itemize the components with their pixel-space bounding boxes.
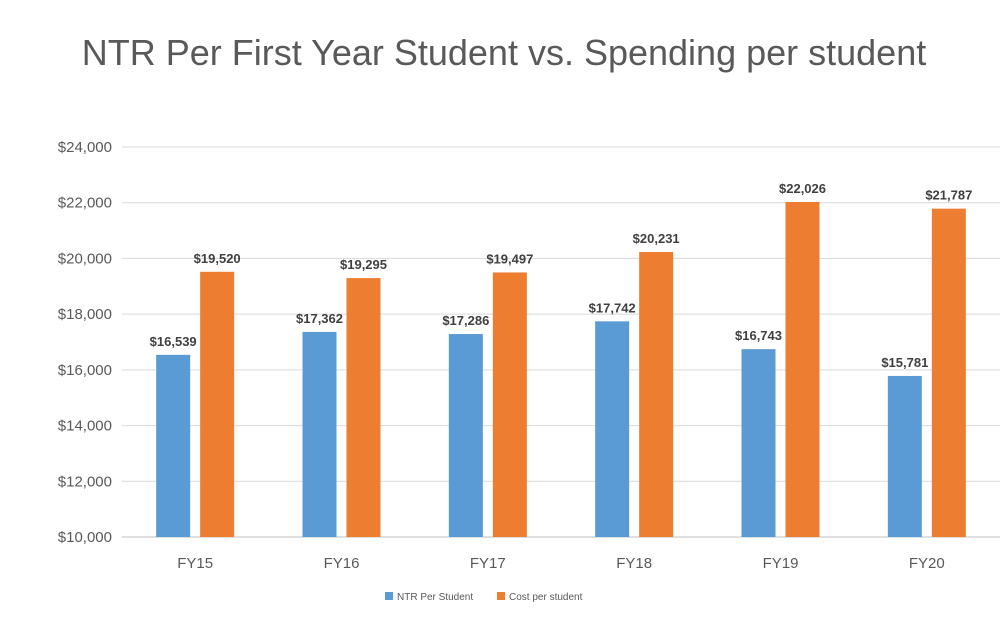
bar-cost-fy17: [492, 272, 527, 537]
x-tick-label: FY17: [470, 555, 506, 572]
x-tick-label: FY20: [909, 555, 945, 572]
chart-title: NTR Per First Year Student vs. Spending …: [81, 32, 927, 73]
y-tick-label: $20,000: [58, 250, 112, 267]
data-label: $20,231: [633, 231, 680, 246]
data-label: $19,520: [194, 251, 241, 266]
data-label: $17,286: [442, 313, 489, 328]
bar-ntr-fy20: [887, 375, 922, 537]
bar-ntr-fy18: [595, 321, 630, 537]
bar-cost-fy16: [346, 278, 381, 537]
x-tick-label: FY19: [763, 555, 799, 572]
data-label: $19,295: [340, 257, 387, 272]
bar-ntr-fy15: [156, 354, 191, 537]
data-label: $17,742: [589, 300, 636, 315]
data-label: $21,787: [925, 188, 972, 203]
y-tick-label: $14,000: [58, 418, 112, 435]
bar-ntr-fy16: [302, 331, 337, 537]
y-tick-label: $24,000: [58, 139, 112, 156]
bar-cost-fy15: [200, 271, 235, 537]
bar-ntr-fy19: [741, 349, 776, 537]
legend-swatch: [385, 592, 393, 600]
legend-swatch: [497, 592, 505, 600]
x-tick-label: FY16: [324, 555, 360, 572]
y-tick-label: $12,000: [58, 473, 112, 490]
data-label: $16,539: [150, 334, 197, 349]
data-label: $17,362: [296, 311, 343, 326]
x-tick-label: FY15: [177, 555, 213, 572]
y-tick-label: $16,000: [58, 362, 112, 379]
data-label: $22,026: [779, 181, 826, 196]
y-tick-label: $10,000: [58, 529, 112, 546]
bar-ntr-fy17: [448, 334, 483, 537]
data-label: $15,781: [881, 355, 928, 370]
y-tick-label: $18,000: [58, 306, 112, 323]
x-tick-label: FY18: [616, 555, 652, 572]
legend-label: NTR Per Student: [397, 592, 473, 603]
bar-cost-fy19: [785, 201, 820, 538]
bar-cost-fy18: [639, 251, 674, 537]
bar-cost-fy20: [931, 208, 966, 537]
data-label: $19,497: [486, 251, 533, 266]
legend-label: Cost per student: [509, 592, 583, 603]
data-label: $16,743: [735, 328, 782, 343]
y-tick-label: $22,000: [58, 195, 112, 212]
